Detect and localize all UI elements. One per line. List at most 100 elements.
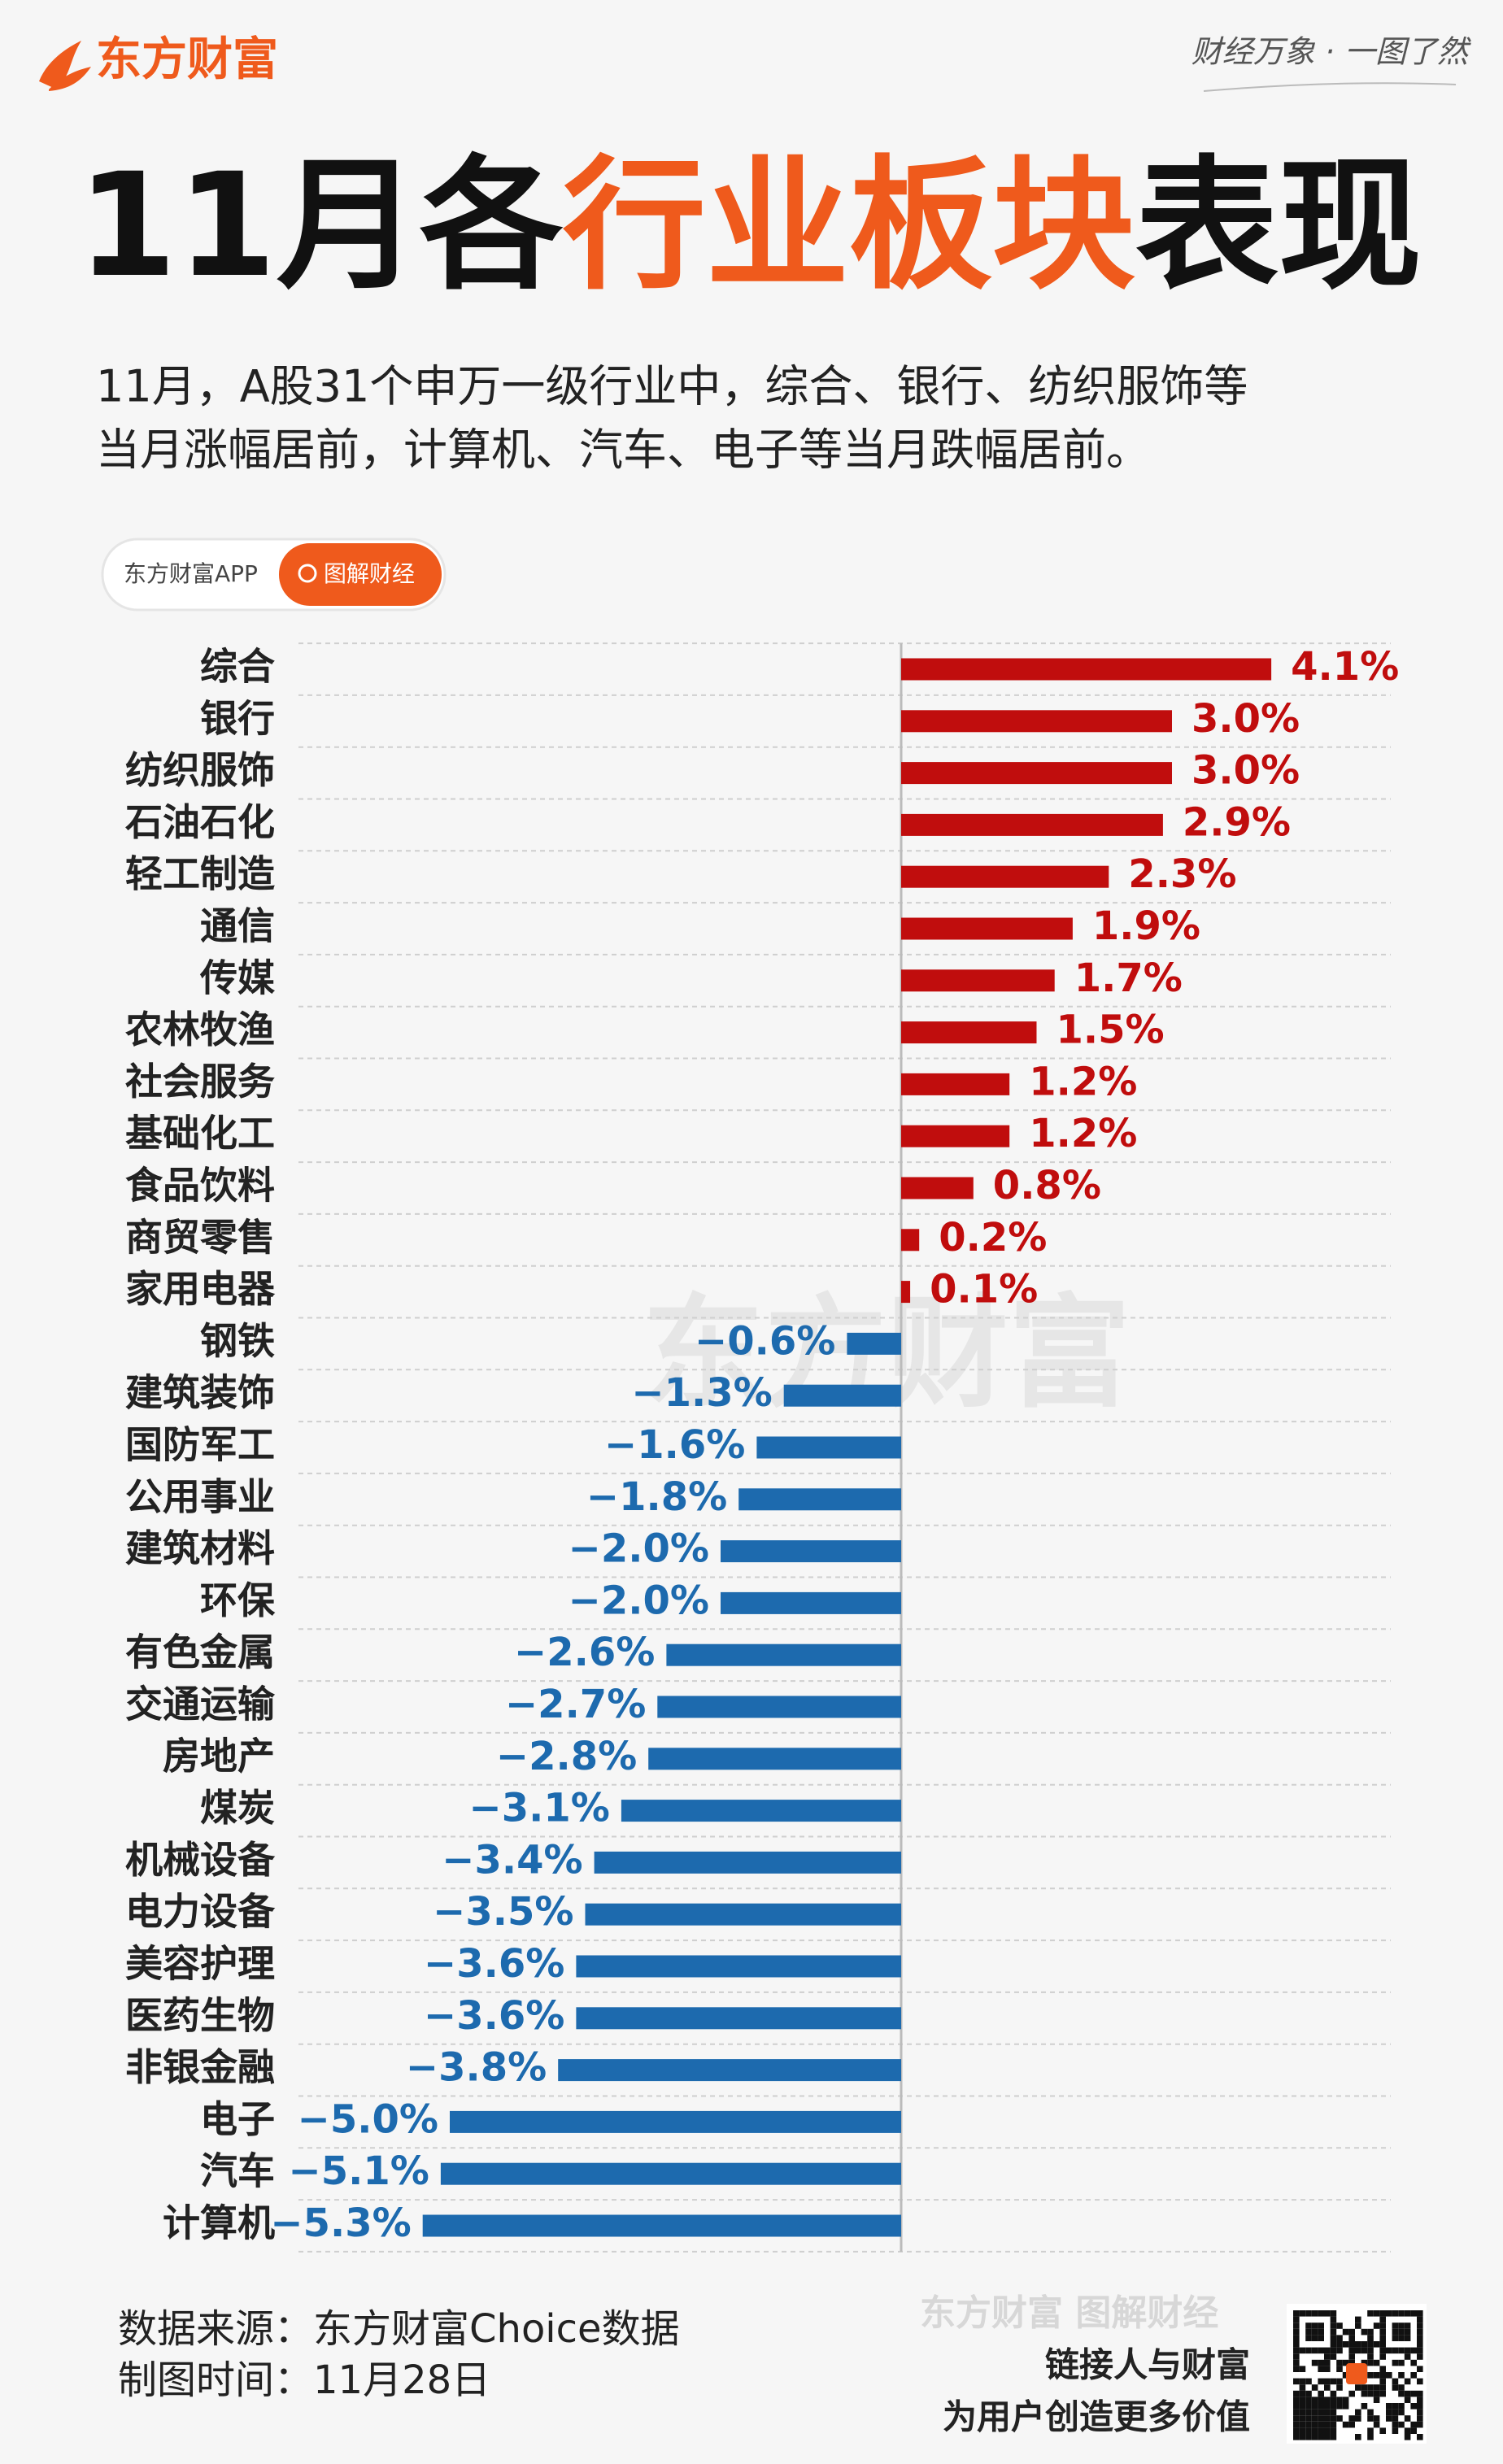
qr-module [1379, 2341, 1386, 2348]
qr-module [1311, 2397, 1318, 2403]
qr-module [1330, 2409, 1337, 2416]
qr-module [1336, 2378, 1343, 2385]
qr-module [1386, 2415, 1392, 2422]
qr-module [1367, 2328, 1374, 2336]
qr-module [1336, 2323, 1343, 2329]
qr-module [1355, 2384, 1361, 2391]
qr-module [1417, 2378, 1423, 2385]
qr-module [1330, 2434, 1337, 2440]
qr-module [1392, 2328, 1399, 2336]
badge-highlight [279, 543, 442, 606]
bar [666, 1643, 901, 1666]
qr-module [1392, 2415, 1399, 2422]
qr-module [1324, 2397, 1331, 2403]
qr-module [1324, 2409, 1331, 2416]
qr-module [1392, 2384, 1399, 2391]
qr-module [1379, 2366, 1386, 2372]
qr-module [1373, 2323, 1380, 2329]
category-label: 电子 [200, 2097, 275, 2141]
qr-module [1336, 2347, 1343, 2354]
category-label: 轻工制造 [125, 852, 275, 896]
qr-module [1392, 2359, 1399, 2366]
bar [901, 969, 1055, 992]
qr-module [1311, 2415, 1318, 2422]
qr-module [1410, 2347, 1417, 2354]
qr-module [1299, 2415, 1306, 2422]
bar [901, 1073, 1010, 1095]
qr-module [1417, 2434, 1423, 2440]
value-label: 3.0% [1192, 748, 1300, 794]
qr-module [1342, 2397, 1349, 2403]
value-label: −2.0% [569, 1578, 709, 1623]
qr-module [1330, 2353, 1337, 2360]
qr-module [1379, 2390, 1386, 2397]
qr-module [1305, 2347, 1312, 2354]
qr-module [1417, 2328, 1423, 2336]
qr-module [1336, 2384, 1343, 2391]
bar [901, 1281, 911, 1304]
qr-module [1293, 2403, 1300, 2410]
category-label: 汽车 [200, 2149, 275, 2193]
bar [901, 658, 1272, 681]
qr-module [1373, 2384, 1380, 2391]
qr-module [1318, 2434, 1324, 2440]
bar [440, 2162, 901, 2185]
qr-module [1348, 2421, 1355, 2428]
tagline: 链接人与财富 [1045, 2345, 1250, 2385]
qr-module [1379, 2372, 1386, 2379]
tagline: 为用户创造更多价值 [943, 2397, 1250, 2437]
value-label: −3.6% [424, 1993, 564, 2039]
qr-module [1404, 2415, 1411, 2422]
category-label: 社会服务 [125, 1060, 275, 1104]
bar [450, 2110, 901, 2133]
category-label: 非银金融 [125, 2045, 275, 2089]
bar [901, 762, 1172, 785]
qr-module [1367, 2434, 1374, 2440]
bar [721, 1591, 901, 1614]
qr-module [1404, 2397, 1411, 2403]
qr-module [1324, 2366, 1331, 2372]
category-label: 有色金属 [125, 1630, 275, 1674]
qr-module [1324, 2378, 1331, 2385]
qr-module [1404, 2390, 1411, 2397]
qr-module [1336, 2366, 1343, 2372]
qr-module [1330, 2403, 1337, 2410]
qr-module [1336, 2341, 1343, 2348]
qr-module [1324, 2384, 1331, 2391]
value-label: 1.9% [1092, 903, 1200, 949]
bar [422, 2214, 901, 2237]
bar [738, 1488, 901, 1511]
category-label: 综合 [200, 645, 275, 689]
value-label: −2.0% [569, 1526, 709, 1572]
qr-module [1348, 2415, 1355, 2422]
qr-module [1373, 2415, 1380, 2422]
qr-module [1404, 2353, 1411, 2360]
title-part: 表现 [1135, 142, 1422, 309]
qr-module [1392, 2347, 1399, 2354]
qr-module [1299, 2403, 1306, 2410]
value-label: −5.3% [270, 2201, 411, 2246]
bar [756, 1436, 901, 1459]
qr-module [1324, 2415, 1331, 2422]
qr-module [1373, 2359, 1380, 2366]
qr-module [1311, 2328, 1318, 2336]
bar [901, 1229, 920, 1252]
qr-module [1311, 2335, 1318, 2341]
qr-module [1336, 2397, 1343, 2403]
qr-module [1342, 2403, 1349, 2410]
qr-module [1318, 2397, 1324, 2403]
qr-module [1299, 2434, 1306, 2440]
qr-module [1299, 2409, 1306, 2416]
qr-module [1410, 2359, 1417, 2366]
bar [901, 1125, 1010, 1147]
qr-module [1330, 2397, 1337, 2403]
qr-module [1293, 2366, 1300, 2372]
qr-module [1398, 2390, 1405, 2397]
value-label: 4.1% [1291, 644, 1399, 690]
qr-module [1398, 2347, 1405, 2354]
category-label: 石油石化 [125, 800, 275, 844]
qr-module [1417, 2316, 1423, 2323]
chart: 综合 4.1% 银行 3.0% 纺织服饰 3.0% 石油石化 2.9% 轻工制造 2.3% 通信 1.… [125, 642, 1399, 2253]
category-label: 公用事业 [125, 1474, 275, 1518]
